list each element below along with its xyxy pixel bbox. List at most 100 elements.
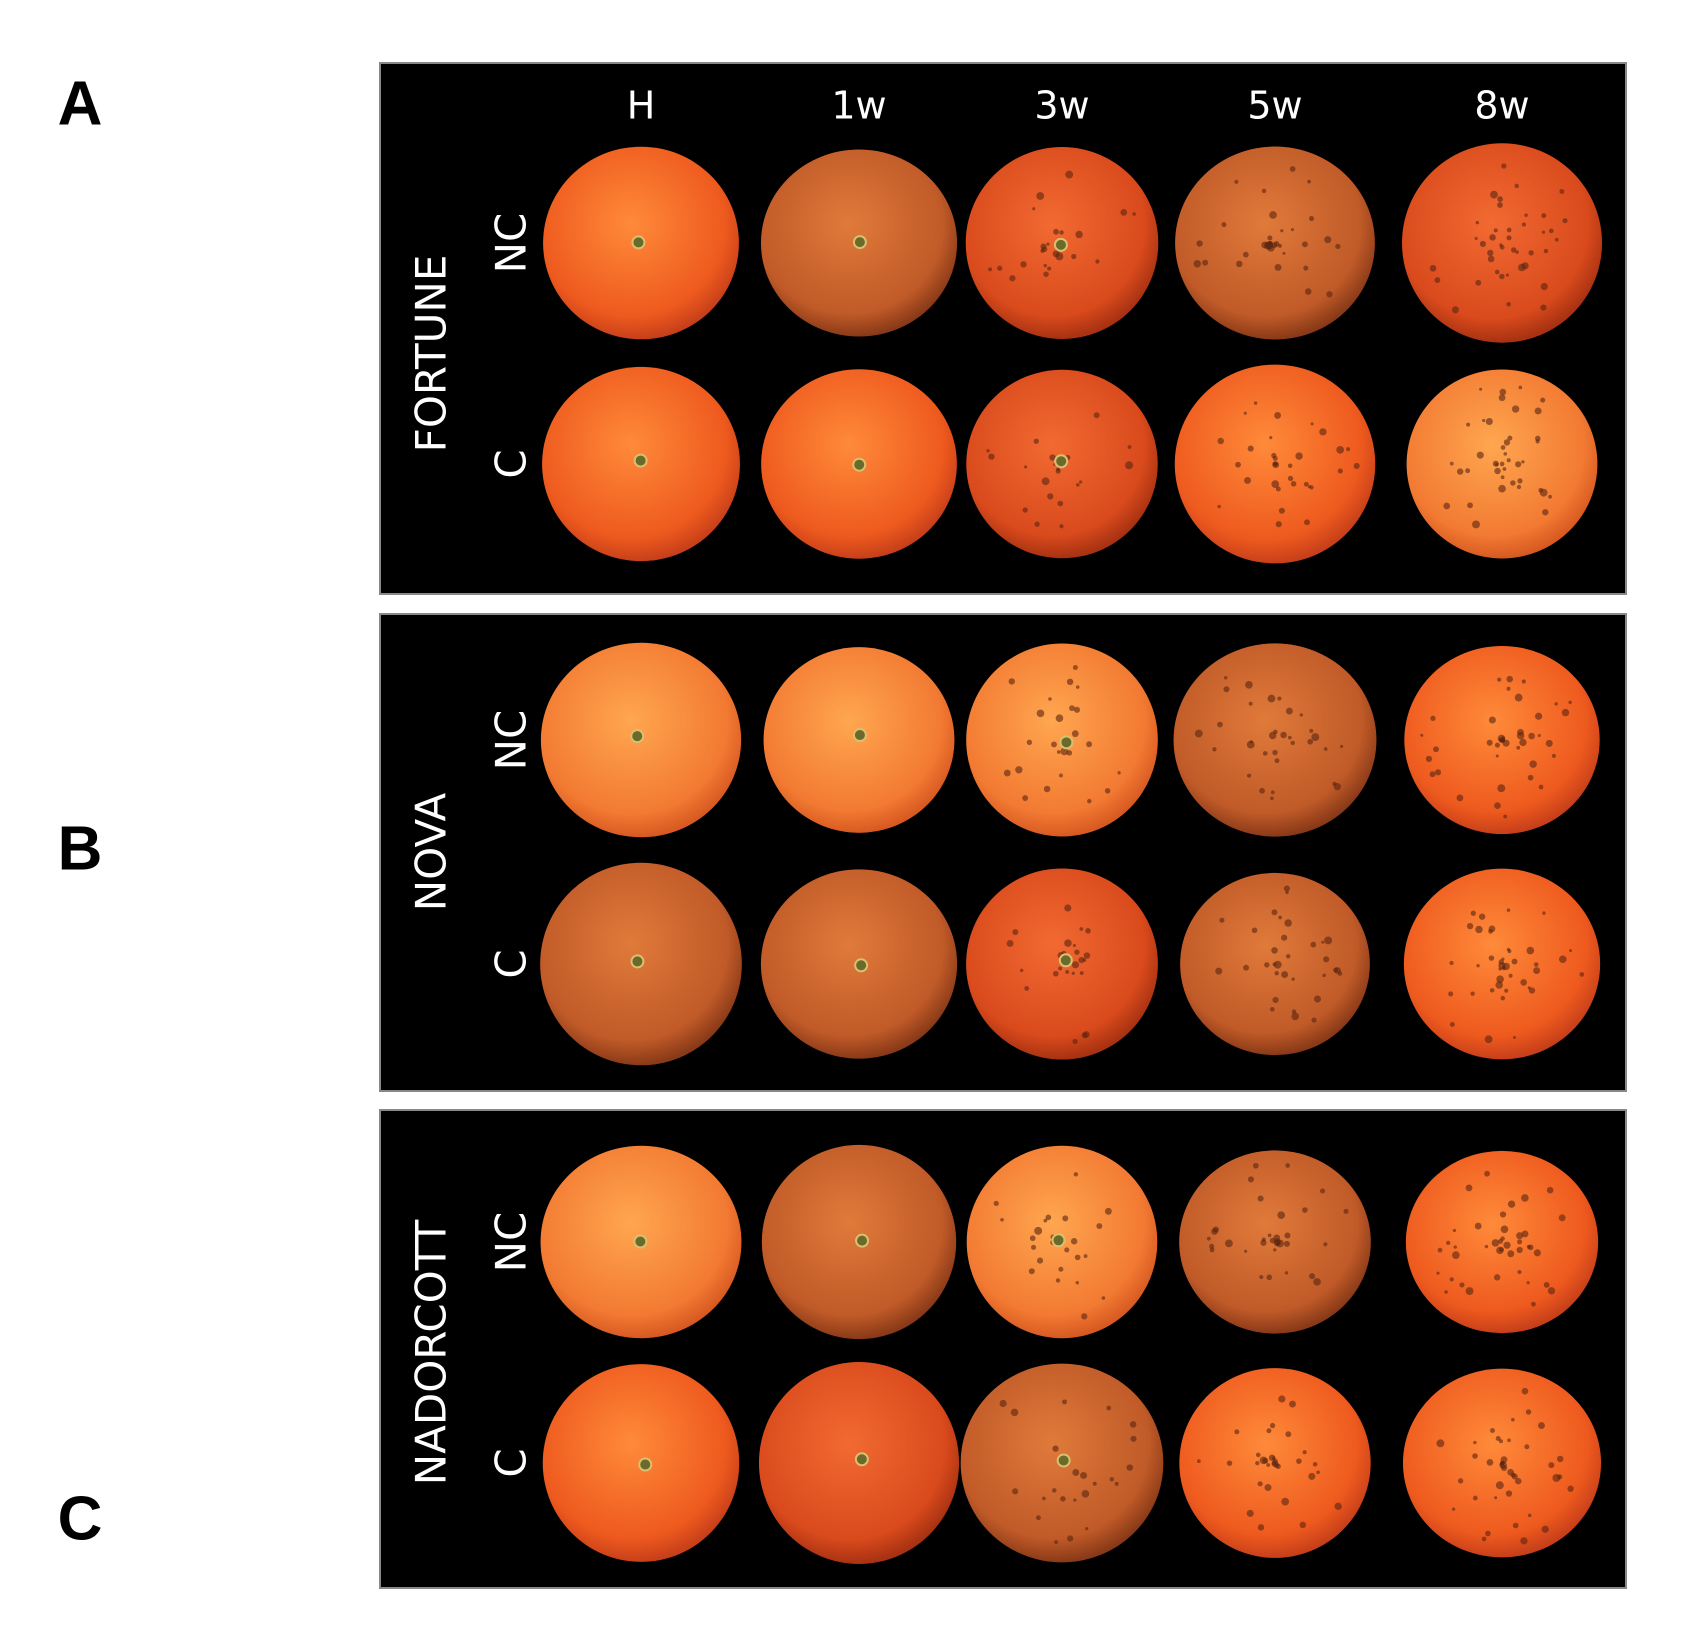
fruit-spot bbox=[1521, 460, 1525, 464]
fruit-spot bbox=[1501, 736, 1506, 740]
fruit bbox=[758, 1362, 960, 1564]
fruit bbox=[966, 369, 1158, 559]
fruit-spot bbox=[1244, 1249, 1248, 1253]
fruit-spot bbox=[1281, 934, 1288, 941]
fruit-spot bbox=[1487, 255, 1495, 263]
fruit-spot bbox=[1055, 468, 1061, 474]
fruit-spot bbox=[1324, 236, 1332, 244]
fruit-spot bbox=[1467, 502, 1473, 509]
fruit-spot bbox=[1503, 439, 1511, 446]
fruit-spot bbox=[1436, 1271, 1440, 1275]
row-label: NC bbox=[487, 213, 536, 274]
fruit-spot bbox=[1500, 445, 1506, 450]
fruit-spot bbox=[1211, 1228, 1218, 1235]
fruit-spot bbox=[1096, 1223, 1103, 1230]
fruit-spot bbox=[1022, 795, 1029, 801]
fruit-spot bbox=[1521, 222, 1527, 227]
fruit bbox=[1179, 1368, 1371, 1558]
fruit-spot bbox=[1484, 1170, 1491, 1177]
fruit-spot bbox=[1269, 211, 1277, 219]
fruit-spot bbox=[1260, 1239, 1267, 1246]
cultivar-label: FORTUNE bbox=[407, 255, 456, 453]
fruit bbox=[1179, 1150, 1371, 1334]
fruit-spot bbox=[1081, 1313, 1088, 1320]
fruit-spot bbox=[1465, 1184, 1473, 1192]
fruit-spot bbox=[1041, 477, 1050, 486]
fruit-spot bbox=[1554, 702, 1558, 706]
fruit-spot bbox=[1009, 275, 1016, 282]
fruit-spot bbox=[1042, 1496, 1046, 1501]
fruit-spot bbox=[1302, 1207, 1308, 1213]
fruit-spot bbox=[1307, 485, 1312, 489]
column-header: 1w bbox=[831, 84, 886, 128]
fruit-spot bbox=[1501, 163, 1507, 169]
fruit-spot bbox=[1070, 1237, 1078, 1245]
fruit-spot bbox=[1353, 462, 1360, 469]
fruit-spot bbox=[1495, 1435, 1501, 1442]
fruit-spot bbox=[1500, 475, 1505, 480]
fruit-spot bbox=[1015, 766, 1023, 774]
fruit-spot bbox=[1503, 1241, 1511, 1249]
column-header: 3w bbox=[1034, 84, 1089, 128]
fruit-spot bbox=[1433, 746, 1439, 753]
fruit-spot bbox=[1516, 1246, 1523, 1254]
fruit-stem bbox=[852, 728, 867, 743]
fruit-spot bbox=[1290, 481, 1297, 487]
fruit-spot bbox=[1221, 222, 1227, 228]
fruit-spot bbox=[1036, 192, 1045, 200]
fruit-spot bbox=[1243, 964, 1250, 971]
fruit-spot bbox=[1278, 1395, 1286, 1403]
fruit-spot bbox=[997, 265, 1003, 271]
fruit-spot bbox=[1488, 716, 1496, 724]
fruit-spot bbox=[1104, 788, 1111, 794]
fruit-spot bbox=[1071, 961, 1080, 969]
fruit-spot bbox=[1269, 436, 1273, 440]
fruit-spot bbox=[1448, 991, 1454, 997]
fruit-spot bbox=[1072, 1038, 1078, 1045]
fruit-spot bbox=[1267, 235, 1273, 241]
fruit-spot bbox=[1274, 411, 1282, 419]
fruit-spot bbox=[1034, 1226, 1043, 1235]
fruit-spot bbox=[1506, 302, 1511, 307]
fruit-spot bbox=[1514, 183, 1519, 189]
fruit-spot bbox=[1556, 1455, 1564, 1463]
fruit-spot bbox=[1497, 202, 1503, 208]
fruit bbox=[760, 149, 958, 337]
fruit-spot bbox=[1528, 732, 1535, 740]
fruit-spot bbox=[1196, 240, 1203, 247]
fruit-spot bbox=[1538, 784, 1544, 790]
fruit-spot bbox=[1087, 798, 1092, 804]
fruit-spot bbox=[1466, 922, 1474, 930]
fruit-spot bbox=[1452, 1228, 1457, 1233]
fruit-spot bbox=[1290, 228, 1295, 232]
fruit-spot bbox=[1304, 519, 1310, 526]
fruit-spot bbox=[1430, 715, 1436, 721]
fruit-spot bbox=[1266, 1428, 1272, 1434]
fruit-spot bbox=[1540, 304, 1547, 311]
fruit-spot bbox=[1456, 794, 1464, 802]
fruit-spot bbox=[1281, 971, 1289, 979]
fruit-spot bbox=[1435, 769, 1442, 776]
fruit-spot bbox=[1444, 1290, 1448, 1294]
fruit-spot bbox=[1270, 790, 1275, 795]
fruit-spot bbox=[1271, 1460, 1279, 1467]
fruit-spot bbox=[1525, 1409, 1532, 1415]
fruit-spot bbox=[1500, 995, 1506, 1001]
fruit-stem bbox=[1051, 1233, 1066, 1248]
fruit bbox=[761, 369, 957, 559]
fruit-spot bbox=[1075, 1280, 1080, 1285]
fruit-spot bbox=[1270, 796, 1274, 801]
fruit-spot bbox=[1127, 445, 1132, 449]
fruit-spot bbox=[1193, 260, 1201, 268]
fruit bbox=[1180, 872, 1370, 1056]
fruit-spot bbox=[1515, 461, 1522, 468]
fruit-spot bbox=[1058, 966, 1063, 971]
fruit-spot bbox=[1259, 787, 1265, 794]
fruit-spot bbox=[1264, 962, 1270, 968]
fruit-spot bbox=[1488, 955, 1495, 961]
fruit-spot bbox=[1476, 964, 1480, 968]
fruit bbox=[1405, 1150, 1599, 1334]
fruit-spot bbox=[1303, 265, 1309, 271]
column-header: 8w bbox=[1474, 84, 1529, 128]
